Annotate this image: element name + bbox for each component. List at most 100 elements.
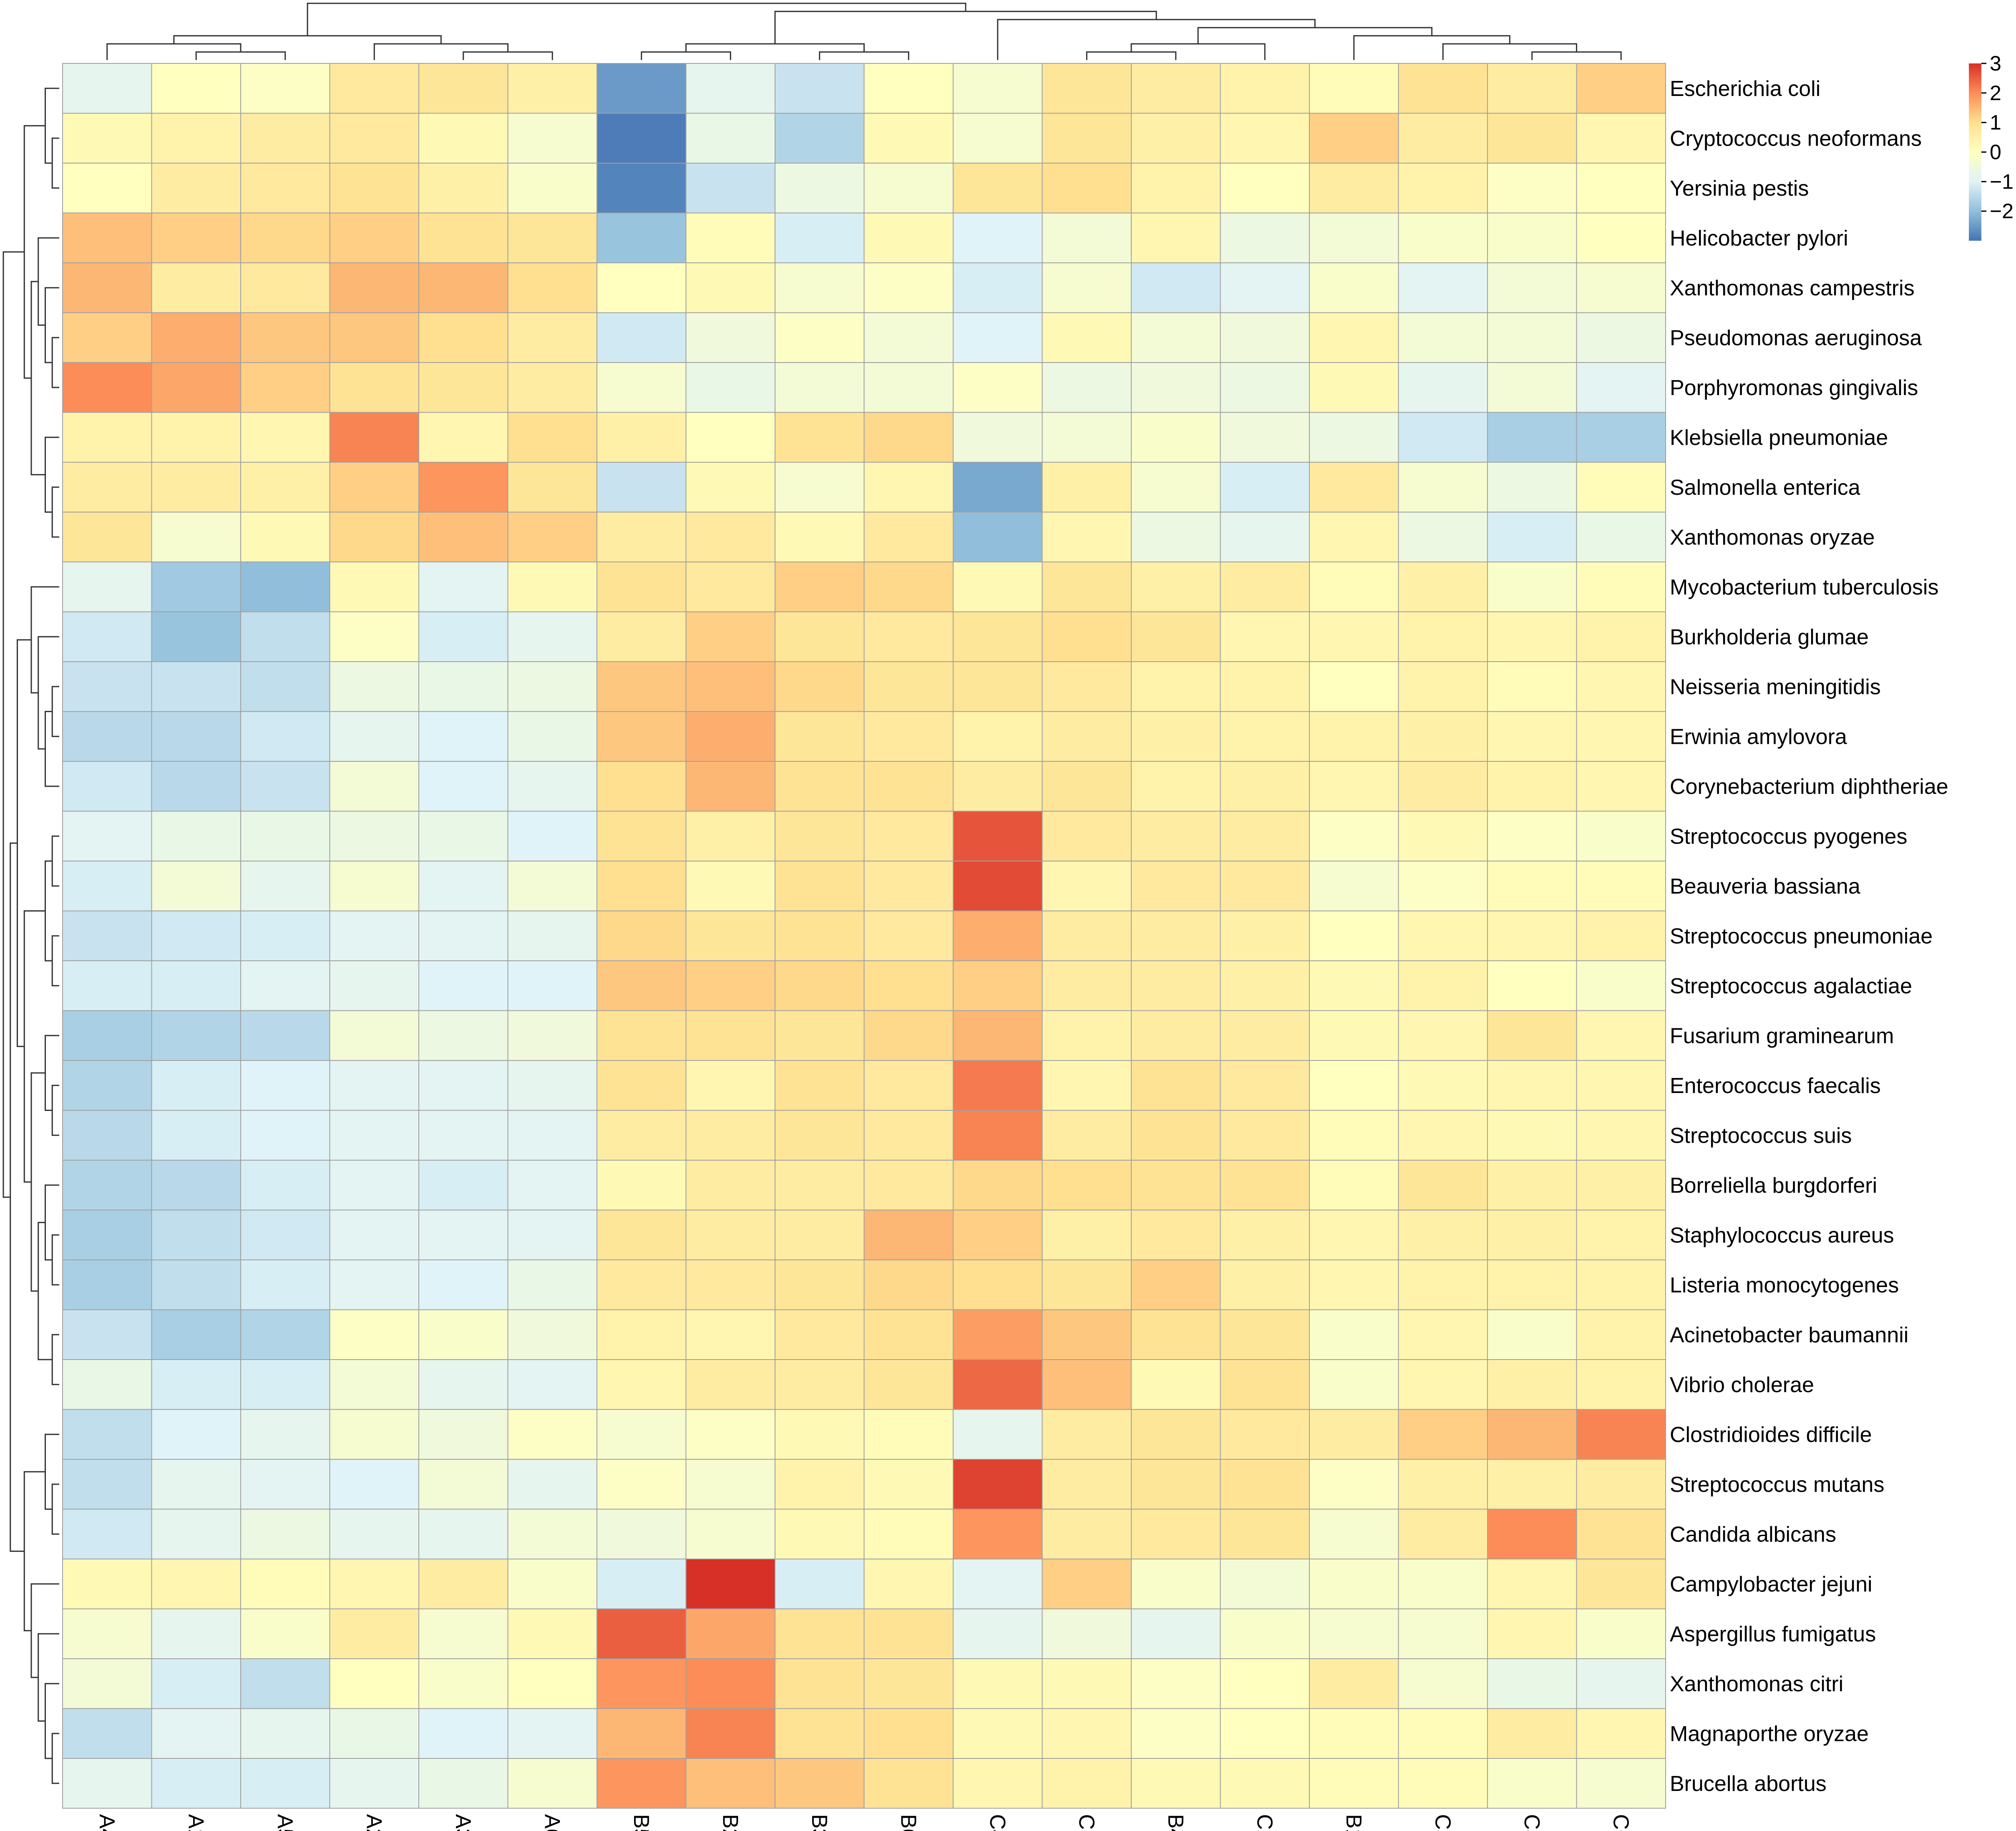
heatmap-cell bbox=[1487, 1608, 1577, 1659]
heatmap-cell bbox=[596, 761, 687, 812]
heatmap-cell bbox=[1398, 761, 1488, 812]
heatmap-cell bbox=[953, 1010, 1043, 1061]
heatmap-cell bbox=[596, 611, 687, 662]
heatmap-cell bbox=[1042, 163, 1132, 214]
heatmap-cell bbox=[507, 163, 597, 214]
heatmap-cell bbox=[1220, 1459, 1310, 1510]
heatmap-cell bbox=[329, 562, 419, 612]
heatmap-cell bbox=[596, 910, 687, 961]
heatmap-cell bbox=[685, 1459, 775, 1510]
heatmap-cell bbox=[953, 113, 1043, 164]
heatmap-cell bbox=[953, 611, 1043, 662]
heatmap-cell bbox=[775, 1010, 865, 1061]
row-label: Mycobacterium tuberculosis bbox=[1670, 575, 1938, 599]
heatmap-cell bbox=[329, 163, 419, 214]
heatmap-cell bbox=[685, 163, 775, 214]
row-dendrogram-branch bbox=[51, 1234, 59, 1286]
row-label: Enterococcus faecalis bbox=[1670, 1074, 1881, 1098]
heatmap-cell bbox=[62, 611, 152, 662]
column-label: C5 bbox=[1430, 1814, 1455, 1831]
heatmap-cell bbox=[1220, 562, 1310, 612]
heatmap-cell bbox=[596, 861, 687, 912]
column-label: B6 bbox=[896, 1814, 920, 1831]
heatmap-cell bbox=[1576, 910, 1666, 961]
heatmap-cell bbox=[1309, 212, 1399, 263]
heatmap-cell bbox=[1220, 1559, 1310, 1609]
heatmap-cell bbox=[596, 960, 687, 1011]
heatmap-cell bbox=[62, 462, 152, 513]
heatmap-cell bbox=[1576, 861, 1666, 912]
heatmap-cell bbox=[596, 1209, 687, 1260]
heatmap-cell bbox=[1220, 1160, 1310, 1211]
heatmap-cell bbox=[863, 511, 954, 562]
heatmap-cell bbox=[1131, 761, 1221, 812]
heatmap-cell bbox=[151, 861, 241, 912]
heatmap-cell bbox=[62, 1209, 152, 1260]
heatmap-cell bbox=[240, 661, 330, 712]
heatmap-cell bbox=[1309, 163, 1399, 214]
heatmap-cell bbox=[1576, 1209, 1666, 1260]
heatmap-cell bbox=[507, 1010, 597, 1061]
heatmap-cell bbox=[775, 1409, 865, 1460]
heatmap-cell bbox=[863, 212, 954, 263]
heatmap-cell bbox=[1309, 1608, 1399, 1659]
heatmap-cell bbox=[1398, 861, 1488, 912]
heatmap-cell bbox=[418, 1509, 508, 1559]
heatmap-cell bbox=[151, 1010, 241, 1061]
heatmap-cell bbox=[151, 63, 241, 114]
heatmap-cell bbox=[1576, 362, 1666, 413]
heatmap-cell bbox=[1398, 312, 1488, 363]
heatmap-cell bbox=[775, 1110, 865, 1161]
heatmap-cell bbox=[62, 113, 152, 164]
heatmap-cell bbox=[1131, 1309, 1221, 1360]
heatmap-cell bbox=[329, 811, 419, 861]
row-labels: Escherichia coli Cryptococcus neoformans Y… bbox=[1670, 77, 1948, 1796]
heatmap-cell bbox=[953, 1409, 1043, 1460]
heatmap-cell bbox=[1131, 1010, 1221, 1061]
legend-tick-label: 2 bbox=[1990, 81, 2001, 105]
heatmap-cell bbox=[1487, 1509, 1577, 1559]
heatmap-cell bbox=[1042, 212, 1132, 263]
heatmap-cell bbox=[1398, 562, 1488, 612]
heatmap-cell bbox=[1398, 212, 1488, 263]
row-label: Vibrio cholerae bbox=[1670, 1373, 1814, 1397]
row-label: Xanthomonas citri bbox=[1670, 1672, 1843, 1696]
heatmap-cell bbox=[62, 562, 152, 612]
heatmap-cell bbox=[329, 1160, 419, 1211]
heatmap-cell bbox=[240, 1259, 330, 1310]
heatmap-cell bbox=[596, 1110, 687, 1161]
heatmap-cell bbox=[953, 1509, 1043, 1559]
heatmap-cell bbox=[151, 163, 241, 214]
row-dendrogram-branch bbox=[38, 237, 59, 326]
heatmap-cell bbox=[240, 611, 330, 662]
heatmap-cell bbox=[1309, 711, 1399, 762]
heatmap-cell bbox=[1398, 1010, 1488, 1061]
heatmap-cell bbox=[775, 811, 865, 861]
heatmap-cell bbox=[1042, 1459, 1132, 1510]
row-label: Streptococcus pneumoniae bbox=[1670, 924, 1933, 948]
heatmap-cell bbox=[1309, 861, 1399, 912]
heatmap-cell bbox=[685, 511, 775, 562]
heatmap-cell bbox=[418, 1359, 508, 1410]
heatmap-cell bbox=[151, 1060, 241, 1111]
heatmap-cell bbox=[863, 1409, 954, 1460]
heatmap-cell bbox=[1309, 412, 1399, 463]
column-dendrogram-branch bbox=[307, 3, 966, 36]
column-dendrogram-branch bbox=[685, 43, 865, 52]
heatmap-cell bbox=[1576, 1060, 1666, 1111]
heatmap-cell bbox=[953, 1209, 1043, 1260]
heatmap-cell bbox=[1576, 163, 1666, 214]
heatmap-cell bbox=[418, 611, 508, 662]
heatmap-cell bbox=[507, 1708, 597, 1759]
heatmap-cell bbox=[1398, 1459, 1488, 1510]
heatmap-cell bbox=[775, 462, 865, 513]
heatmap-cell bbox=[685, 960, 775, 1011]
heatmap-cell bbox=[863, 661, 954, 712]
heatmap-cell bbox=[685, 910, 775, 961]
heatmap-cell bbox=[329, 1259, 419, 1310]
heatmap-cell bbox=[1042, 312, 1132, 363]
heatmap-cell bbox=[1131, 63, 1221, 114]
row-dendrogram bbox=[3, 88, 59, 1784]
heatmap-cell bbox=[1576, 562, 1666, 612]
row-label: Aspergillus fumigatus bbox=[1670, 1622, 1876, 1646]
